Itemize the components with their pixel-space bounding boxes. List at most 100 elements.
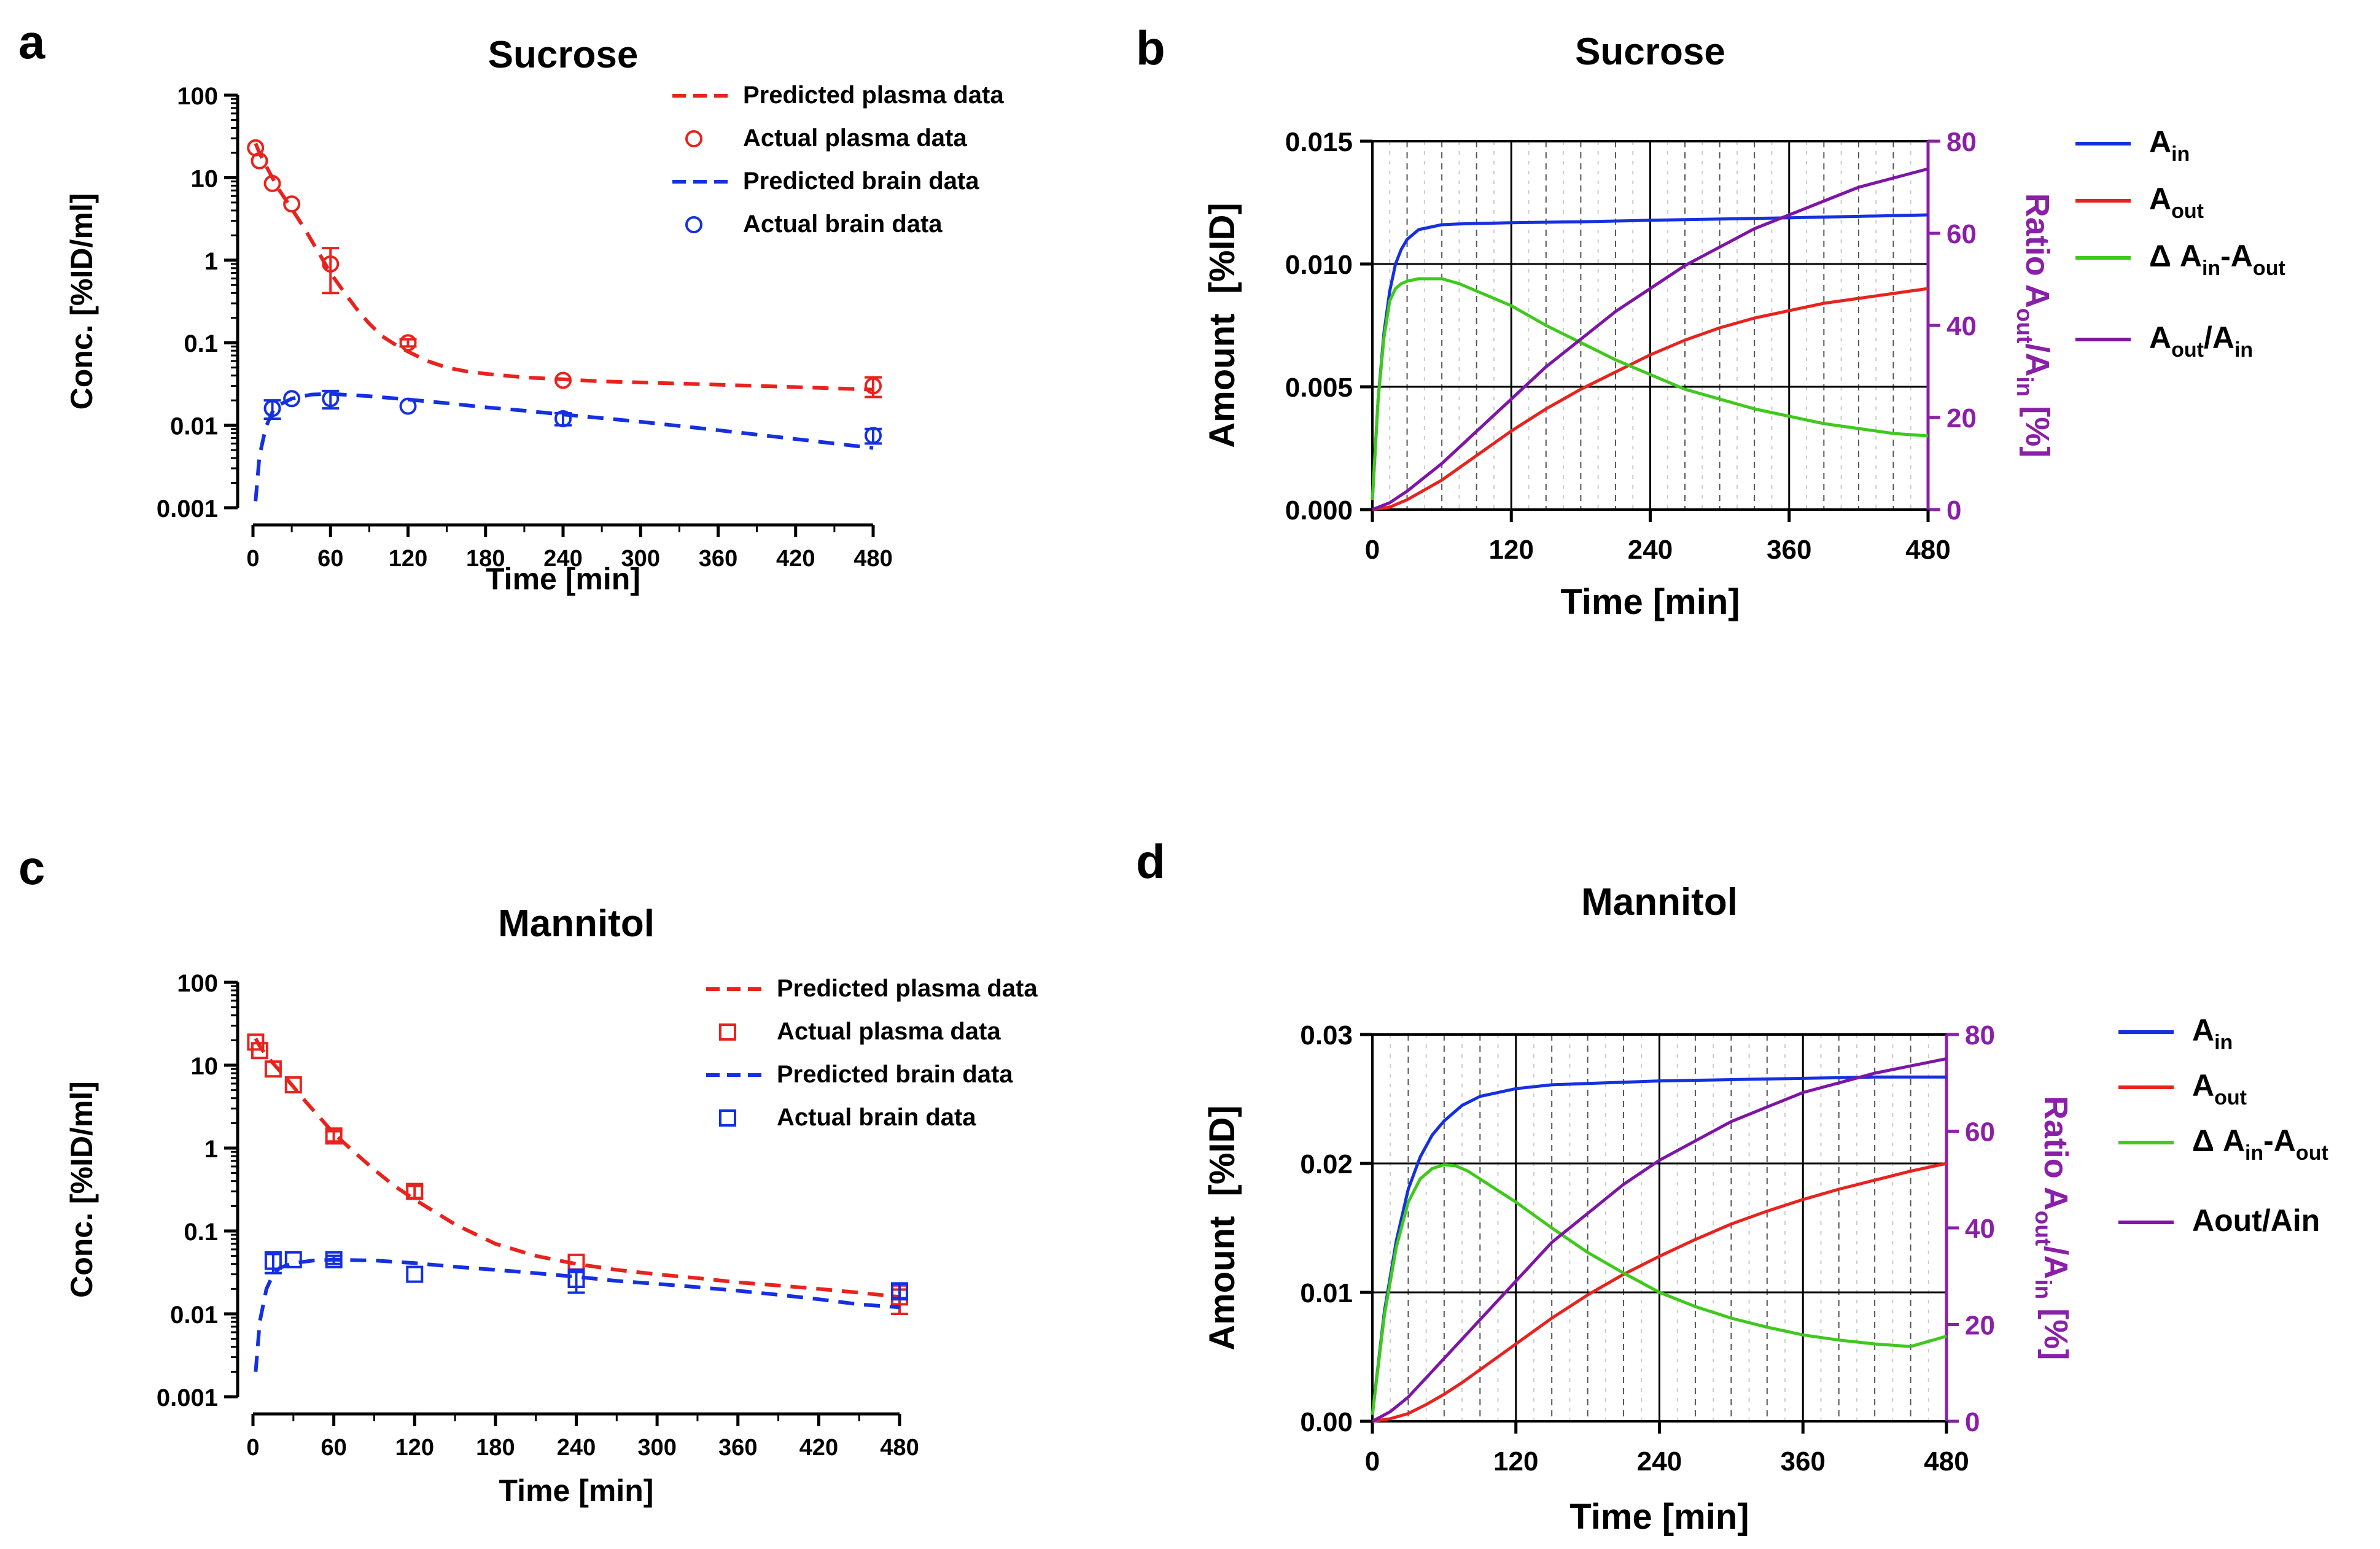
subscript-text: in	[2234, 338, 2253, 362]
x-tick-label: 120	[1493, 1446, 1538, 1477]
y-tick-label-right: 20	[1965, 1311, 1995, 1341]
data-point	[554, 410, 572, 427]
panel-d: d Mannitol 0.00 0.01 0.02 0.03 0 20 40 60 80 0 120 24…	[1136, 834, 2328, 1537]
label-text-part: /A	[2037, 1246, 2074, 1279]
series-line-2	[1371, 277, 1929, 500]
legend-marker-swatch	[685, 216, 702, 233]
legend-label: Predicted brain data	[743, 168, 979, 195]
y-axis-label: Conc. [%ID/ml]	[64, 1081, 99, 1298]
x-axis-label: Time [min]	[1560, 582, 1740, 622]
panel-a: a Sucrose 0.001 0.01 0.1 1 10 100 0 60 120 180 240 30…	[18, 15, 1004, 596]
data-point	[325, 1251, 343, 1268]
subscript-text: in	[2031, 1279, 2056, 1299]
x-tick-label: 420	[776, 546, 815, 572]
axes	[224, 980, 901, 1426]
label-text-part: Aout/Ain	[2192, 1203, 2320, 1238]
y-tick-label: 0.1	[184, 330, 218, 357]
y-tick-label: 0.00	[1300, 1407, 1353, 1437]
y-tick-label: 0.03	[1300, 1020, 1353, 1050]
y-tick-label: 0.01	[170, 413, 218, 440]
data-point	[264, 1060, 282, 1078]
data-point	[263, 400, 281, 417]
label-text-part: [%]	[2037, 1299, 2074, 1360]
y-axis-label: Amount [%ID]	[1202, 203, 1242, 448]
series-line-0	[1371, 213, 1929, 500]
x-tick-label: 480	[880, 1435, 919, 1461]
x-tick-label: 0	[246, 546, 259, 572]
data-point	[284, 1076, 302, 1093]
y-axis-right-label: Ratio Aout/Ain [%]	[2012, 193, 2056, 457]
legend-marker-swatch	[719, 1023, 736, 1041]
x-tick-label: 360	[718, 1435, 757, 1461]
data-point	[284, 1251, 302, 1268]
panel-letter: a	[18, 15, 45, 69]
series-line-2	[1371, 1163, 1947, 1415]
y-tick-label-right: 40	[1946, 311, 1977, 341]
y-tick-label: 1	[204, 1136, 218, 1163]
x-tick-label: 120	[389, 546, 427, 572]
series-line-3	[1371, 1057, 1947, 1423]
chart-title: Mannitol	[1581, 881, 1738, 923]
legend-label: Actual brain data	[743, 211, 943, 238]
series-line-0	[1371, 1075, 1946, 1415]
grid	[1371, 1033, 1948, 1423]
y-tick-label-right: 80	[1965, 1020, 1995, 1050]
subscript-text: in	[2202, 257, 2220, 280]
predicted-line-2	[254, 392, 874, 502]
y-tick-label: 0.01	[170, 1302, 218, 1329]
data-point	[399, 334, 417, 352]
legend-label: Aout/Ain	[2149, 320, 2253, 362]
subscript-text: out	[2214, 1086, 2247, 1109]
predicted-line-0	[254, 142, 874, 392]
x-tick-label: 300	[621, 546, 660, 572]
subscript-text: in	[2245, 1141, 2263, 1165]
series-line-3	[1372, 167, 1929, 511]
y-tick-label: 0.005	[1285, 373, 1353, 403]
label-text-part: A	[2192, 1068, 2214, 1103]
data-point	[399, 397, 417, 415]
series-line-1	[1372, 287, 1929, 511]
y-tick-label: 0.000	[1285, 495, 1353, 526]
x-tick-label: 60	[321, 1435, 346, 1461]
legend-label: Aout	[2192, 1068, 2247, 1109]
y-tick-label-right: 0	[1965, 1407, 1980, 1437]
x-tick-label: 180	[466, 546, 505, 572]
data-point	[554, 371, 572, 389]
y-tick-label: 100	[177, 83, 218, 110]
y-tick-label: 0.02	[1300, 1149, 1353, 1179]
legend-label: Predicted plasma data	[777, 975, 1038, 1002]
y-tick-label: 0.01	[1300, 1278, 1353, 1308]
subscript-text: out	[2253, 257, 2285, 280]
data-point	[264, 1252, 282, 1270]
data-point	[283, 195, 301, 213]
y-tick-label: 0.001	[157, 1384, 218, 1411]
legend-label: Δ Ain-Aout	[2149, 239, 2285, 280]
panel-letter: b	[1136, 21, 1165, 75]
data-point	[406, 1182, 424, 1200]
chart-title: Sucrose	[488, 34, 639, 76]
panel-letter: d	[1136, 834, 1165, 888]
x-tick-label: 480	[1905, 535, 1950, 565]
y-tick-label: 10	[191, 165, 219, 192]
subscript-text: out	[2012, 308, 2037, 344]
y-tick-label-right: 40	[1965, 1214, 1995, 1244]
x-tick-label: 180	[476, 1435, 515, 1461]
x-tick-label: 240	[1628, 535, 1673, 565]
x-tick-label: 0	[1365, 1446, 1380, 1477]
y-tick-label: 0.001	[157, 495, 218, 522]
y-tick-label-right: 80	[1946, 127, 1977, 157]
grid	[1371, 140, 1929, 511]
legend-marker-swatch	[719, 1109, 736, 1127]
data-point	[322, 390, 340, 408]
x-tick-label: 420	[799, 1435, 838, 1461]
series-line-1	[1372, 1162, 1947, 1423]
x-tick-label: 360	[1781, 1446, 1826, 1477]
data-point	[865, 427, 882, 445]
x-tick-label: 0	[246, 1435, 259, 1461]
panel-c: c Mannitol 0.001 0.01 0.1 1 10 100 0 60 120 180 240 3…	[18, 840, 1038, 1508]
y-tick-label-right: 60	[1965, 1117, 1995, 1147]
legend-label: Ain	[2192, 1013, 2233, 1054]
legend-label: Aout/Ain	[2192, 1203, 2320, 1238]
y-tick-label-right: 0	[1946, 495, 1961, 526]
label-text-part: /A	[2019, 343, 2056, 376]
